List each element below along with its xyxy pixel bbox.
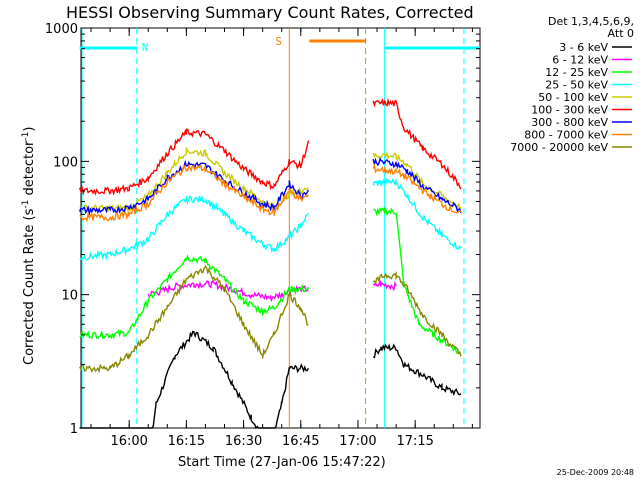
series-line-100-300-kev <box>78 128 310 196</box>
series-line-3-6-kev-after <box>372 343 462 397</box>
series-line-800-7000-kev <box>79 164 309 223</box>
y-axis-label: Corrected Count Rate (s-1 detector-1) <box>21 127 37 365</box>
y-tick-label: 10 <box>61 289 78 304</box>
legend-label: 3 - 6 keV <box>559 41 608 54</box>
legend-label: 25 - 50 keV <box>545 79 608 92</box>
legend-label: 800 - 7000 keV <box>524 129 608 142</box>
series-line-6-12-kev-after <box>372 279 397 292</box>
series-line-7000-20000-kev-after <box>372 271 462 357</box>
x-tick-label: 17:00 <box>339 434 376 449</box>
x-tick-label: 16:00 <box>110 434 147 449</box>
saa-label: S <box>275 35 282 48</box>
x-tick-label: 16:30 <box>225 434 262 449</box>
series-line-25-50-kev-after <box>372 177 462 250</box>
legend-label: 50 - 100 keV <box>538 91 608 104</box>
series-line-12-25-kev-after <box>373 206 462 356</box>
series-group <box>78 97 462 430</box>
night-label: N <box>142 41 149 54</box>
series-line-100-300-kev-after <box>372 97 462 190</box>
plot-frame <box>80 27 481 429</box>
legend-label: 6 - 12 keV <box>552 54 608 67</box>
x-axis-label: Start Time (27-Jan-06 15:47:22) <box>178 455 386 470</box>
legend-header-line1: Det 1,3,4,5,6,9, <box>548 15 634 28</box>
chart-title: HESSI Observing Summary Count Rates, Cor… <box>66 3 474 22</box>
legend-header-line2: Att 0 <box>608 27 634 40</box>
y-tick-label: 100 <box>53 155 78 170</box>
legend-label: 7000 - 20000 keV <box>510 141 608 154</box>
y-tick-group: 1 10 100 1000 <box>45 22 480 437</box>
series-line-800-7000-kev-after <box>372 163 462 214</box>
x-tick-label: 16:45 <box>282 434 319 449</box>
series-line-6-12-kev <box>147 279 309 303</box>
footer-date: 25-Dec-2009 20:48 <box>557 468 634 477</box>
series-line-7000-20000-kev <box>78 264 309 374</box>
series-line-25-50-kev <box>79 194 309 261</box>
legend-label: 300 - 800 keV <box>531 116 608 129</box>
series-line-3-6-kev <box>79 330 310 430</box>
series-line-300-800-kev <box>78 159 310 216</box>
legend-label: 100 - 300 keV <box>531 104 608 117</box>
x-tick-label: 17:15 <box>396 434 433 449</box>
x-tick-label: 16:15 <box>168 434 205 449</box>
series-line-300-800-kev-after <box>372 156 462 214</box>
y-tick-label: 1000 <box>45 22 78 37</box>
y-tick-label: 1 <box>70 422 78 437</box>
series-line-12-25-kev <box>79 254 310 340</box>
x-tick-group: 16:00 16:15 16:30 16:45 17:00 17:15 <box>90 28 473 449</box>
legend-label: 12 - 25 keV <box>545 66 608 79</box>
